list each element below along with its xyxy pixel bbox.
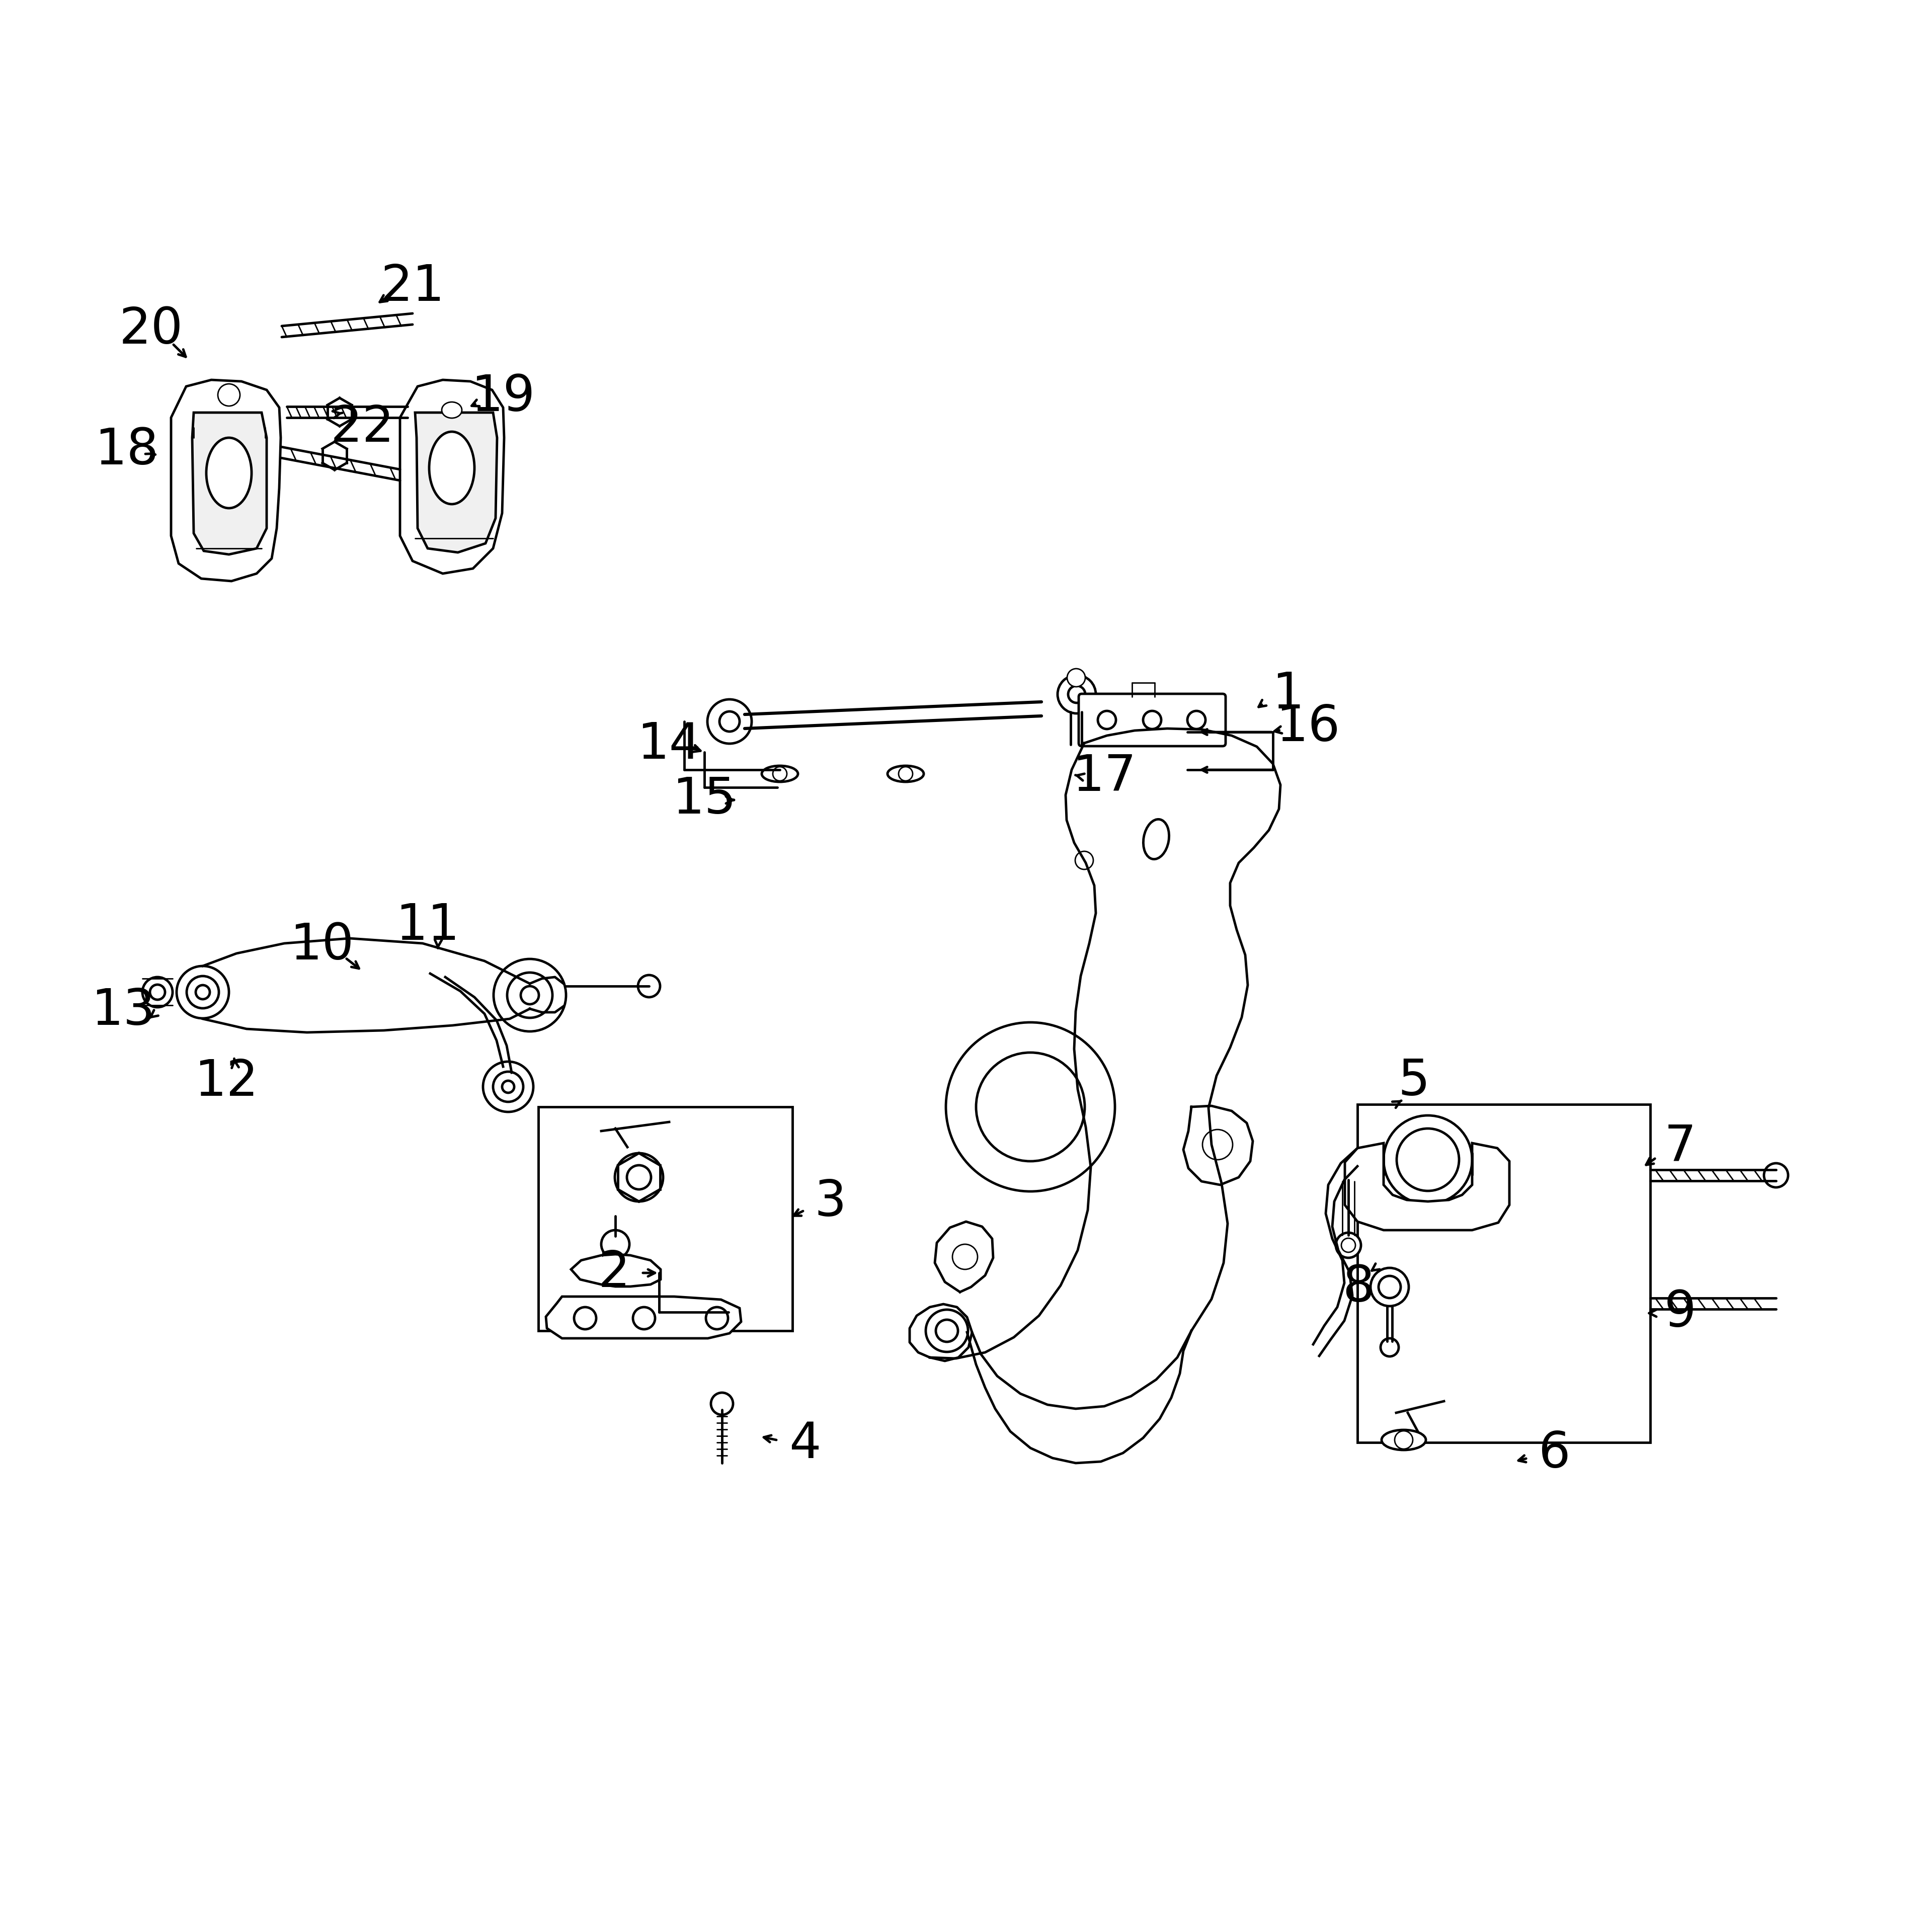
Circle shape	[925, 1310, 968, 1352]
Circle shape	[638, 976, 661, 997]
Text: 1: 1	[1271, 670, 1304, 719]
Circle shape	[711, 1393, 732, 1414]
Text: 18: 18	[95, 425, 158, 475]
Circle shape	[1066, 668, 1086, 686]
Ellipse shape	[429, 431, 475, 504]
Circle shape	[1335, 1233, 1360, 1258]
Text: 3: 3	[813, 1179, 846, 1227]
Ellipse shape	[761, 765, 798, 782]
Text: 8: 8	[1343, 1264, 1374, 1312]
Circle shape	[1097, 711, 1117, 728]
Circle shape	[187, 976, 218, 1009]
Text: 14: 14	[638, 721, 701, 769]
Circle shape	[935, 1320, 958, 1343]
Circle shape	[1395, 1432, 1412, 1449]
Text: 16: 16	[1277, 703, 1341, 752]
Circle shape	[719, 711, 740, 732]
Circle shape	[601, 1231, 630, 1258]
Circle shape	[493, 1072, 524, 1101]
Circle shape	[1188, 711, 1206, 728]
Circle shape	[947, 1022, 1115, 1192]
Circle shape	[1383, 1115, 1472, 1204]
Circle shape	[1381, 1339, 1399, 1356]
Circle shape	[218, 384, 240, 406]
Circle shape	[1341, 1238, 1356, 1252]
Text: 17: 17	[1072, 753, 1136, 802]
Circle shape	[1397, 1128, 1459, 1190]
Circle shape	[1370, 1267, 1408, 1306]
Ellipse shape	[1144, 819, 1169, 860]
Circle shape	[1764, 1163, 1789, 1188]
Circle shape	[614, 1153, 663, 1202]
Text: 7: 7	[1665, 1122, 1696, 1171]
Circle shape	[483, 1061, 533, 1113]
Circle shape	[976, 1053, 1084, 1161]
Circle shape	[705, 1308, 728, 1329]
Circle shape	[1076, 852, 1094, 869]
Circle shape	[151, 985, 164, 999]
Circle shape	[1144, 711, 1161, 728]
Polygon shape	[547, 1296, 742, 1339]
Text: 6: 6	[1538, 1430, 1571, 1478]
Ellipse shape	[1381, 1430, 1426, 1451]
Circle shape	[506, 972, 553, 1018]
Polygon shape	[191, 413, 267, 554]
FancyBboxPatch shape	[1078, 694, 1225, 746]
Bar	[539, 1107, 792, 1331]
Ellipse shape	[442, 402, 462, 417]
Text: 10: 10	[290, 922, 354, 970]
Bar	[1358, 1105, 1650, 1443]
Text: 11: 11	[396, 902, 460, 951]
Text: 21: 21	[381, 263, 444, 311]
Text: 15: 15	[672, 775, 736, 825]
Text: 9: 9	[1665, 1289, 1696, 1337]
Circle shape	[493, 958, 566, 1032]
Polygon shape	[415, 413, 497, 553]
Text: 12: 12	[195, 1057, 259, 1107]
Circle shape	[1379, 1275, 1401, 1298]
Polygon shape	[572, 1254, 661, 1287]
Circle shape	[952, 1244, 978, 1269]
Ellipse shape	[887, 765, 923, 782]
Circle shape	[1068, 686, 1086, 703]
Circle shape	[522, 985, 539, 1005]
Circle shape	[574, 1308, 597, 1329]
Circle shape	[502, 1080, 514, 1094]
Circle shape	[176, 966, 228, 1018]
Circle shape	[773, 767, 786, 781]
Polygon shape	[172, 381, 280, 582]
Text: 2: 2	[597, 1248, 630, 1296]
Text: 13: 13	[91, 987, 155, 1036]
Text: 20: 20	[120, 305, 184, 354]
Circle shape	[143, 978, 172, 1007]
Circle shape	[634, 1308, 655, 1329]
Circle shape	[898, 767, 912, 781]
Text: 19: 19	[471, 373, 535, 421]
Circle shape	[195, 985, 211, 999]
Circle shape	[626, 1165, 651, 1190]
Circle shape	[1202, 1130, 1233, 1159]
Circle shape	[1057, 674, 1095, 713]
Text: 22: 22	[330, 404, 394, 452]
Text: 5: 5	[1397, 1057, 1430, 1107]
Polygon shape	[400, 381, 504, 574]
Text: 4: 4	[788, 1420, 821, 1468]
Circle shape	[707, 699, 752, 744]
Ellipse shape	[207, 439, 251, 508]
Polygon shape	[1345, 1144, 1509, 1231]
